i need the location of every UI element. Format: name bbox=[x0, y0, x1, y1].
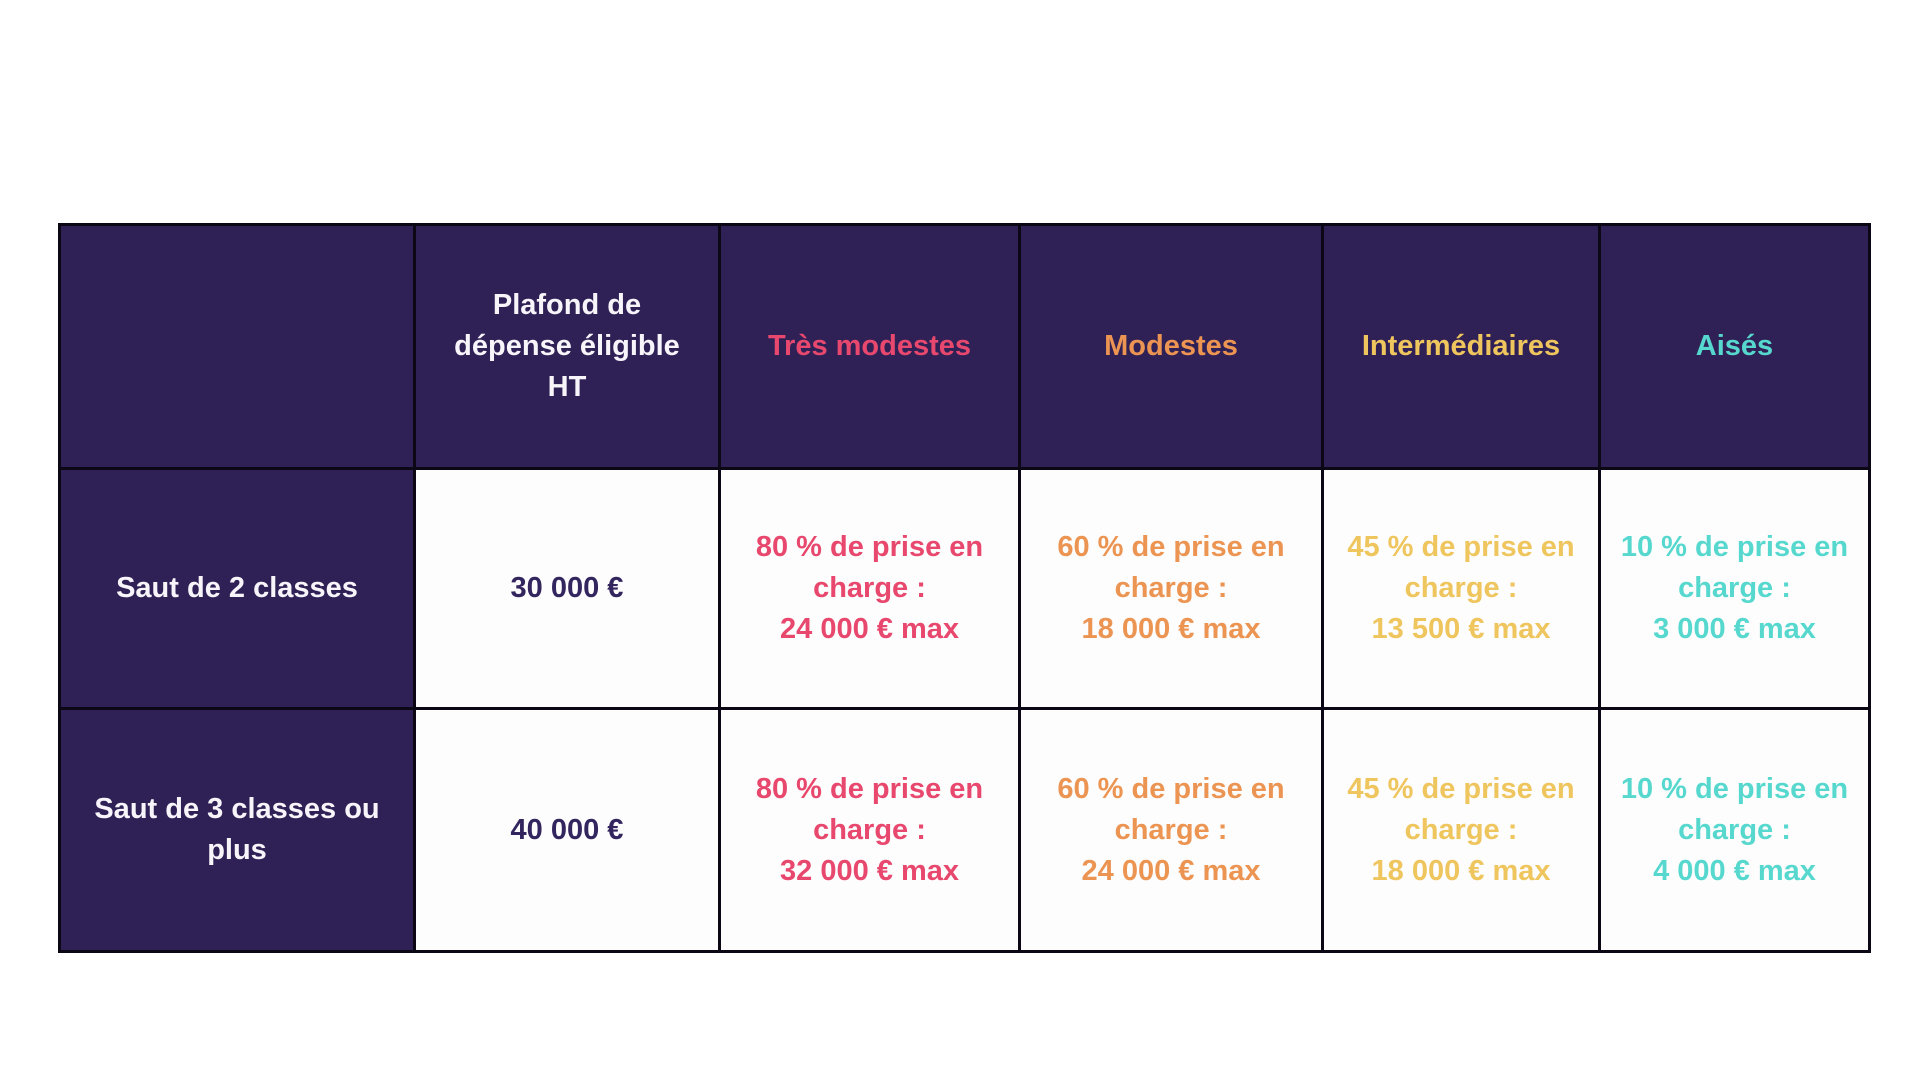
cell-plafond-saut-3: 40 000 € bbox=[413, 707, 721, 953]
cell-modestes-saut-2: 60 % de prise en charge : 18 000 € max bbox=[1018, 467, 1324, 710]
cell-aises-saut-2: 10 % de prise en charge : 3 000 € max bbox=[1598, 467, 1871, 710]
header-intermediaires: Intermédiaires bbox=[1321, 223, 1601, 470]
table-row-saut-2-classes: Saut de 2 classes 30 000 € 80 % de prise… bbox=[58, 467, 1871, 710]
cell-intermediaires-saut-2: 45 % de prise en charge : 13 500 € max bbox=[1321, 467, 1601, 710]
cell-plafond-saut-2: 30 000 € bbox=[413, 467, 721, 710]
cell-modestes-saut-3: 60 % de prise en charge : 24 000 € max bbox=[1018, 707, 1324, 953]
header-row: Plafond de dépense éligible HT Très mode… bbox=[58, 223, 1871, 470]
header-aises: Aisés bbox=[1598, 223, 1871, 470]
cell-tres-modestes-saut-3: 80 % de prise en charge : 32 000 € max bbox=[718, 707, 1021, 953]
header-modestes: Modestes bbox=[1018, 223, 1324, 470]
row-label-saut-3-classes: Saut de 3 classes ou plus bbox=[58, 707, 416, 953]
table-row-saut-3-classes: Saut de 3 classes ou plus 40 000 € 80 % … bbox=[58, 707, 1871, 953]
corner-cell bbox=[58, 223, 416, 470]
subsidy-rate-table: Plafond de dépense éligible HT Très mode… bbox=[58, 223, 1871, 953]
header-tres-modestes: Très modestes bbox=[718, 223, 1021, 470]
cell-tres-modestes-saut-2: 80 % de prise en charge : 24 000 € max bbox=[718, 467, 1021, 710]
header-plafond-depense: Plafond de dépense éligible HT bbox=[413, 223, 721, 470]
row-label-saut-2-classes: Saut de 2 classes bbox=[58, 467, 416, 710]
cell-aises-saut-3: 10 % de prise en charge : 4 000 € max bbox=[1598, 707, 1871, 953]
cell-intermediaires-saut-3: 45 % de prise en charge : 18 000 € max bbox=[1321, 707, 1601, 953]
